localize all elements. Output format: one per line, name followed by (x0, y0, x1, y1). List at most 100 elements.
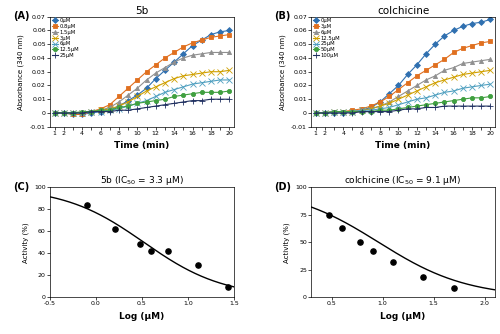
100μM (414, 107, 420, 111)
3μM (208, 70, 214, 74)
1.5μM (98, 108, 103, 112)
6μM (52, 111, 58, 115)
12.5μM (52, 111, 58, 115)
100μM (368, 110, 374, 114)
50μM (423, 103, 429, 107)
0μM (171, 60, 177, 64)
100μM (331, 111, 337, 115)
100μM (423, 106, 429, 110)
Line: 12.5μM: 12.5μM (52, 89, 232, 115)
25μM (396, 103, 402, 107)
0μM (98, 110, 103, 114)
25μM (190, 99, 196, 103)
0μM (198, 38, 204, 42)
25μM (460, 86, 466, 90)
100μM (460, 104, 466, 108)
100μM (396, 108, 402, 112)
50μM (312, 111, 318, 115)
50μM (358, 110, 364, 114)
12.5μM (217, 90, 223, 94)
0.8μM (61, 111, 67, 115)
0μM (414, 63, 420, 67)
12.5μM (414, 89, 420, 93)
100μM (450, 104, 456, 108)
0μM (79, 112, 85, 116)
3μM (190, 72, 196, 76)
100μM (358, 110, 364, 114)
0μM (478, 20, 484, 24)
12.5μM (226, 89, 232, 93)
6μM (386, 100, 392, 104)
0.8μM (107, 103, 113, 107)
Point (224, 285, 232, 290)
0μM (488, 17, 494, 21)
25μM (162, 103, 168, 107)
6μM (460, 61, 466, 65)
6μM (423, 78, 429, 82)
50μM (442, 100, 448, 104)
X-axis label: Log (μM): Log (μM) (380, 312, 426, 321)
25μM (350, 110, 356, 114)
3μM (125, 100, 131, 104)
12.5μM (134, 101, 140, 105)
6μM (125, 104, 131, 108)
12.5μM (107, 108, 113, 112)
6μM (478, 59, 484, 63)
6μM (312, 111, 318, 115)
0μM (88, 111, 94, 115)
50μM (478, 96, 484, 100)
Title: 5b (IC$_{50}$ = 3.3 μM): 5b (IC$_{50}$ = 3.3 μM) (100, 174, 184, 187)
25μM (208, 97, 214, 101)
3μM (162, 81, 168, 85)
25μM (144, 106, 150, 110)
0.8μM (125, 86, 131, 90)
0μM (190, 43, 196, 47)
0μM (340, 111, 346, 115)
0μM (152, 76, 158, 80)
25μM (478, 84, 484, 88)
12.5μM (396, 97, 402, 101)
3μM (70, 111, 76, 115)
0μM (70, 112, 76, 116)
1.5μM (52, 111, 58, 115)
25μM (70, 111, 76, 115)
0μM (208, 33, 214, 37)
Title: colchicine: colchicine (377, 6, 429, 16)
3μM (414, 74, 420, 78)
6μM (190, 82, 196, 86)
3μM (377, 100, 383, 104)
1.5μM (208, 50, 214, 54)
6μM (450, 65, 456, 69)
6μM (469, 60, 475, 64)
0μM (312, 111, 318, 115)
1.5μM (190, 53, 196, 57)
Point (356, 239, 364, 245)
Legend: 0μM, 3μM, 6μM, 12.5μM, 25μM, 50μM, 100μM: 0μM, 3μM, 6μM, 12.5μM, 25μM, 50μM, 100μM (312, 18, 341, 58)
0μM (460, 24, 466, 28)
6μM (98, 110, 103, 114)
25μM (432, 93, 438, 97)
25μM (98, 110, 103, 114)
6μM (61, 111, 67, 115)
25μM (423, 96, 429, 100)
3μM (478, 41, 484, 45)
Title: colchicine (IC$_{50}$ = 9.1 μM): colchicine (IC$_{50}$ = 9.1 μM) (344, 174, 462, 187)
0μM (404, 72, 410, 76)
Point (164, 248, 172, 254)
12.5μM (190, 92, 196, 96)
0μM (52, 111, 58, 115)
25μM (312, 111, 318, 115)
0.8μM (208, 35, 214, 39)
100μM (432, 106, 438, 110)
1.5μM (198, 52, 204, 56)
3μM (432, 63, 438, 67)
50μM (386, 108, 392, 112)
6μM (340, 110, 346, 114)
0.8μM (190, 41, 196, 45)
3μM (98, 108, 103, 112)
50μM (488, 95, 494, 99)
12.5μM (488, 68, 494, 72)
100μM (312, 111, 318, 115)
0.8μM (226, 33, 232, 37)
0.8μM (171, 50, 177, 54)
